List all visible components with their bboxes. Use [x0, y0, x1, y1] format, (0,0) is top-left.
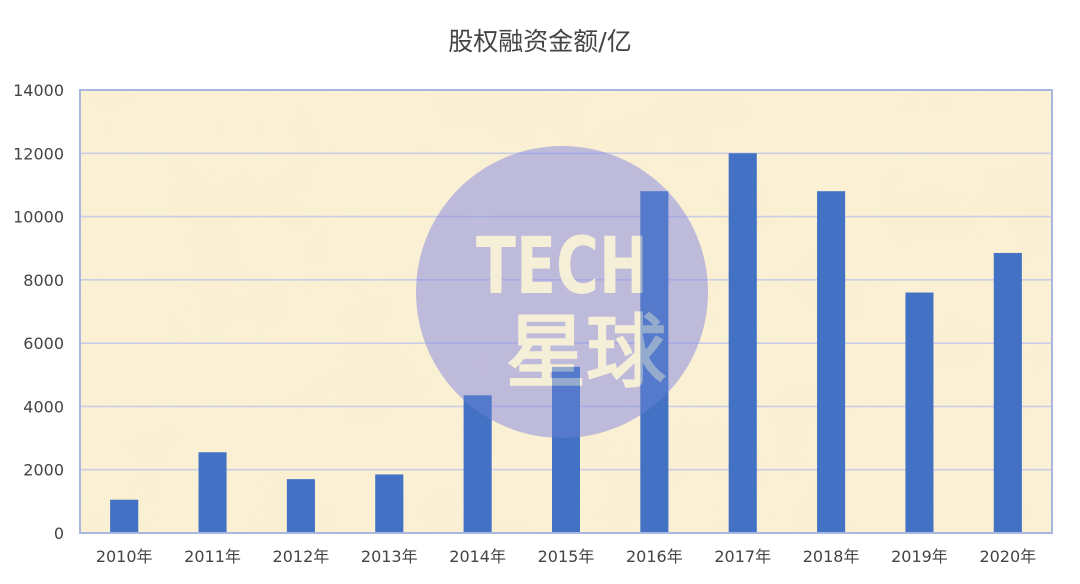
x-axis-tick-labels: 2010年 2011年 2012年 2013年 2014年 2015年 2016年 2017年… [96, 547, 1036, 566]
chart-title: 股权融资金额/亿 [448, 27, 631, 56]
y-tick-label: 4000 [23, 397, 64, 416]
x-tick-label: 2017年 [714, 547, 771, 566]
x-tick-label: 2010年 [96, 547, 153, 566]
x-tick-label: 2020年 [979, 547, 1036, 566]
y-tick-label: 8000 [23, 271, 64, 290]
watermark-text-tech: TECH [476, 222, 648, 312]
watermark-circle [416, 146, 708, 438]
bar-overlay-2012年 [286, 479, 315, 533]
x-tick-label: 2018年 [803, 547, 860, 566]
y-tick-label: 6000 [23, 334, 64, 353]
x-tick-label: 2014年 [449, 547, 506, 566]
bar-overlay-2016年 [640, 191, 669, 533]
bar-overlay-2010年 [110, 499, 139, 533]
bar-overlay-2013年 [375, 474, 404, 533]
y-axis-tick-labels: 0 2000 4000 6000 8000 10000 12000 14000 [13, 81, 64, 543]
watermark-text-xingqiu: 星球 [506, 306, 667, 399]
bar-overlay-2015年 [552, 366, 580, 533]
x-tick-label: 2011年 [184, 547, 241, 566]
x-tick-label: 2012年 [273, 547, 330, 566]
x-tick-label: 2015年 [538, 547, 595, 566]
y-tick-label: 0 [54, 524, 64, 543]
bar-overlay-2014年 [463, 395, 492, 533]
bar-overlay-2018年 [817, 191, 846, 533]
y-tick-label: 12000 [13, 144, 64, 163]
y-tick-label: 2000 [23, 461, 64, 480]
x-tick-label: 2013年 [361, 547, 418, 566]
watermark: TECH 星球 [416, 146, 708, 438]
bar-overlay-2019年 [905, 292, 934, 533]
x-tick-label: 2016年 [626, 547, 683, 566]
plot-frame [79, 89, 1053, 534]
bars-over-watermark [110, 153, 1022, 534]
bar-overlay-2011年 [198, 452, 227, 533]
bar-overlay-2020年 [993, 252, 1022, 534]
x-tick-label: 2019年 [891, 547, 948, 566]
y-tick-label: 10000 [13, 208, 64, 227]
y-tick-label: 14000 [13, 81, 64, 100]
bar-overlay-2017年 [728, 153, 757, 534]
